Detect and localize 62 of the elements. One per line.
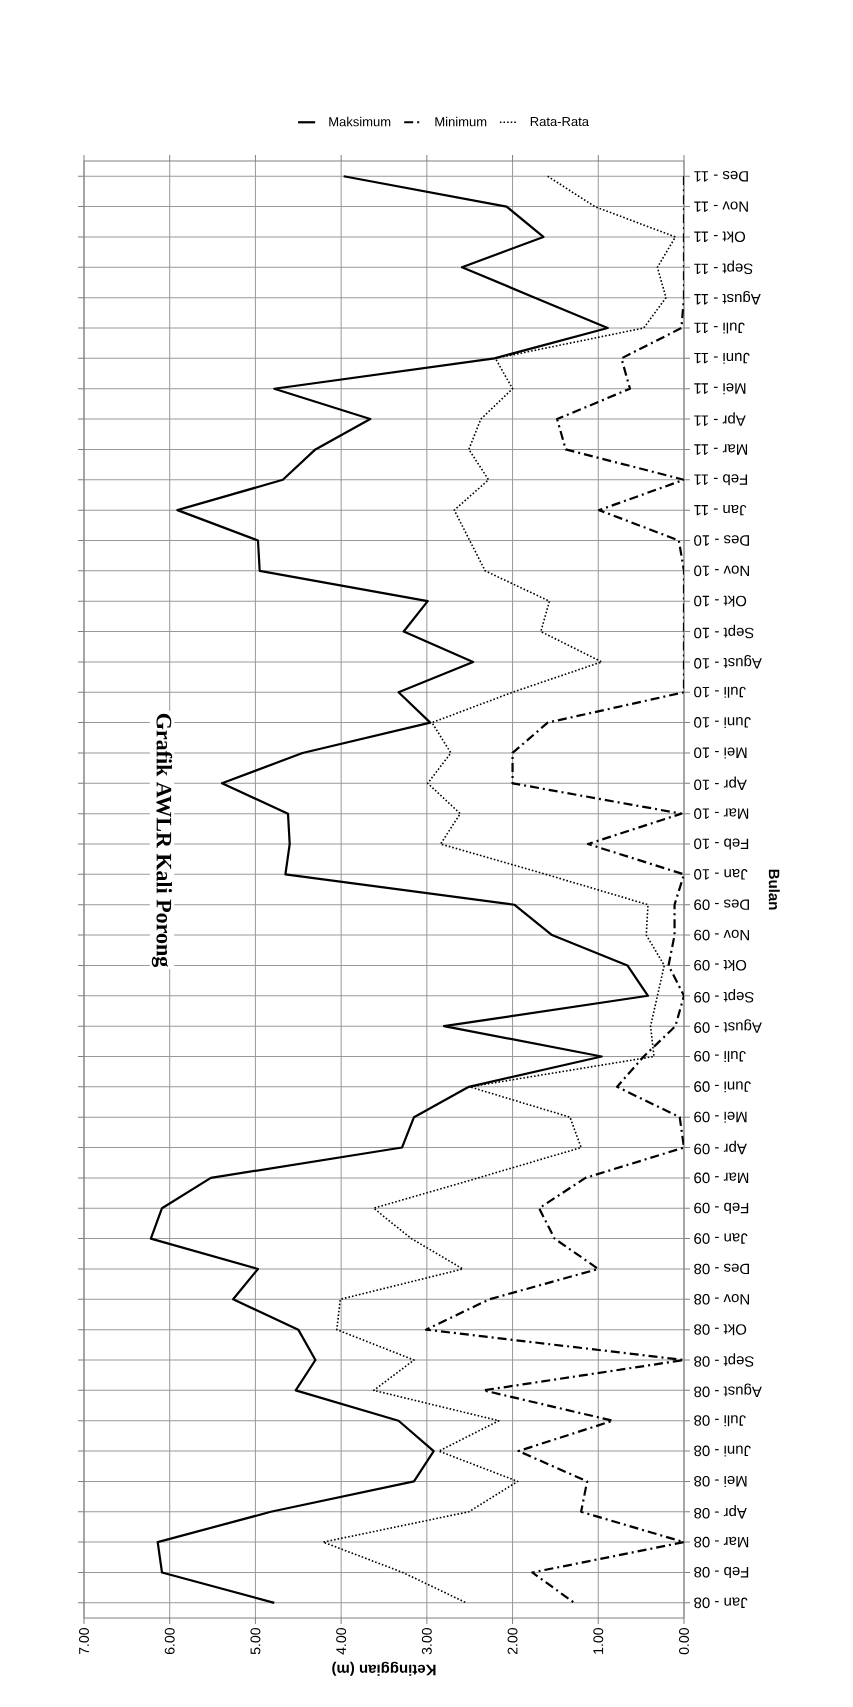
y-tick-label: Agust - 10	[694, 655, 762, 669]
y-tick-label: Agust - 11	[694, 290, 761, 305]
y-tick-label: Mar - 08	[694, 1536, 749, 1548]
y-tick-label: Des - 11	[694, 171, 748, 182]
y-tick-label: Juli - 10	[694, 686, 746, 698]
y-tick-label: Jan - 09	[694, 1233, 748, 1244]
y-tick-label: Apr - 10	[694, 776, 747, 791]
y-tick-label: Mar - 11	[694, 444, 748, 455]
y-tick-label: Juni - 09	[694, 1081, 751, 1093]
y-tick-label: Mei - 09	[694, 1111, 747, 1123]
y-tick-label: Sept - 08	[694, 1353, 754, 1367]
y-tick-label: Apr - 11	[694, 412, 746, 426]
y-tick-label: Feb - 09	[694, 1202, 749, 1214]
legend-label: Rata-Rata	[530, 117, 589, 127]
y-tick-label: Feb - 10	[694, 838, 749, 850]
y-tick-label: Juni - 11	[694, 352, 750, 364]
y-tick-label: Jan - 11	[694, 504, 747, 516]
x-tick-label: 5.00	[250, 1628, 261, 1655]
y-tick-label: Des - 10	[694, 535, 749, 546]
y-tick-label: Nov - 09	[694, 929, 749, 941]
y-tick-label: Des - 09	[694, 899, 749, 911]
x-tick-label: 2.00	[507, 1628, 518, 1655]
y-tick-label: Sept - 11	[694, 260, 753, 275]
text: Grafik AWLR Kali Porong	[151, 713, 173, 968]
x-tick-label: 4.00	[336, 1628, 347, 1655]
y-tick-label: Apr - 09	[694, 1140, 747, 1155]
y-tick-label: Okt - 09	[694, 959, 747, 971]
y-tick-label: Mei - 08	[694, 1475, 747, 1487]
y-tick-label: Sept - 09	[694, 988, 754, 1003]
y-tick-label: Nov - 11	[694, 201, 748, 212]
y-axis-title: Bulan	[768, 869, 780, 910]
y-tick-label: Feb - 08	[694, 1566, 749, 1578]
y-tick-label: Nov - 10	[694, 565, 749, 577]
y-tick-label: Mar - 10	[694, 808, 749, 819]
y-tick-label: Mei - 11	[694, 383, 746, 395]
legend-label: Maksimum	[329, 116, 391, 127]
y-tick-label: Feb - 11	[694, 474, 748, 486]
y-tick-label: Okt - 08	[694, 1324, 747, 1336]
x-tick-label: 3.00	[421, 1628, 432, 1655]
x-tick-label: 7.00	[79, 1628, 89, 1655]
y-tick-label: Juli - 09	[694, 1050, 746, 1062]
y-tick-label: Juni - 08	[694, 1445, 751, 1457]
y-tick-label: Okt - 10	[694, 595, 747, 607]
y-tick-label: Jan - 08	[694, 1597, 748, 1609]
y-tick-label: Juli - 08	[694, 1415, 746, 1427]
y-tick-label: Juni - 10	[694, 717, 751, 729]
y-tick-label: Mar - 09	[694, 1172, 749, 1184]
y-tick-label: Agust - 09	[694, 1019, 762, 1033]
y-tick-label: Sept - 10	[694, 624, 754, 639]
x-tick-label: 0.00	[679, 1628, 689, 1655]
x-axis-title: Ketinggian (m)	[332, 1661, 436, 1676]
y-tick-label: Jan - 10	[694, 869, 748, 880]
y-tick-label: Apr - 08	[694, 1504, 747, 1519]
x-tick-label: 6.00	[164, 1628, 175, 1655]
y-tick-label: Nov - 08	[694, 1294, 749, 1305]
x-tick-label: 1.00	[593, 1628, 604, 1654]
y-tick-label: Mei - 10	[694, 747, 747, 759]
y-tick-label: Agust - 08	[694, 1383, 762, 1398]
y-tick-label: Juli - 11	[694, 322, 745, 334]
legend-label: Minimum	[435, 116, 487, 127]
y-tick-label: Okt - 11	[694, 231, 746, 243]
y-tick-label: Des - 08	[694, 1263, 749, 1275]
